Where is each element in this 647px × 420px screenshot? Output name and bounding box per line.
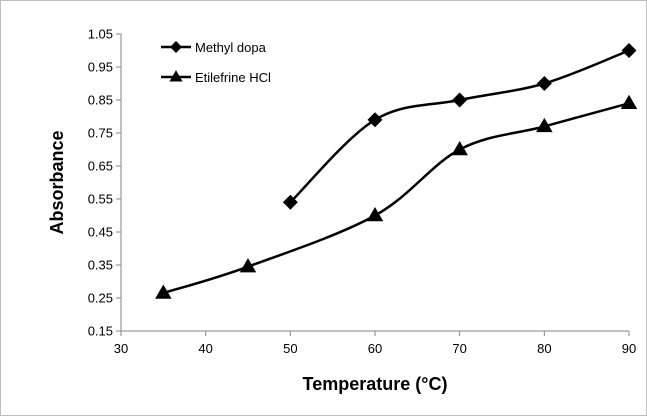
series-layer: [155, 43, 638, 299]
y-tick-label: 0.95: [88, 60, 113, 75]
data-point-triangle: [366, 206, 384, 222]
y-tick-label: 0.65: [88, 159, 113, 174]
data-point-triangle: [239, 258, 257, 273]
data-point-diamond: [452, 92, 468, 108]
y-tick-labels: 0.15 0.25 0.35 0.45 0.55 0.65 0.75 0.85 0.95 1.05: [88, 27, 113, 339]
data-point-triangle: [536, 117, 553, 133]
legend-marker-triangle: [169, 70, 183, 82]
axes: [116, 33, 630, 336]
y-tick-label: 0.85: [88, 93, 113, 108]
x-tick-label: 80: [537, 341, 551, 356]
x-tick-label: 40: [198, 341, 212, 356]
legend-marker-diamond: [170, 41, 182, 53]
x-tick-label: 90: [622, 341, 636, 356]
legend-label: Etilefrine HCl: [195, 70, 271, 85]
series-line: [289, 49, 630, 204]
data-point-triangle: [620, 94, 638, 109]
data-point-diamond: [282, 194, 298, 210]
y-tick-label: 0.25: [88, 291, 113, 306]
y-tick-label: 0.35: [88, 258, 113, 273]
x-axis-title: Temperature (°C): [303, 374, 448, 394]
legend-item: Methyl dopa: [161, 40, 267, 55]
x-tick-label: 50: [283, 341, 297, 356]
x-tick-labels: 30 40 50 60 70 80 90: [114, 341, 636, 356]
series-etilefrine-hcl: [155, 94, 638, 299]
y-tick-label: 0.75: [88, 126, 113, 141]
y-tick-label: 0.15: [88, 324, 113, 339]
data-point-diamond: [367, 112, 383, 128]
y-tick-label: 1.05: [88, 27, 113, 42]
legend: Methyl dopa Etilefrine HCl: [161, 40, 271, 85]
y-tick-label: 0.55: [88, 192, 113, 207]
data-point-diamond: [536, 76, 552, 91]
legend-item: Etilefrine HCl: [161, 70, 271, 85]
legend-label: Methyl dopa: [195, 40, 267, 55]
series-methyl-dopa: [282, 43, 637, 210]
y-axis-title: Absorbance: [47, 130, 67, 234]
data-point-diamond: [621, 43, 637, 58]
y-tick-label: 0.45: [88, 225, 113, 240]
data-point-triangle: [451, 140, 468, 156]
x-tick-label: 60: [368, 341, 382, 356]
series-line: [162, 102, 630, 295]
x-tick-label: 30: [114, 341, 128, 356]
data-point-triangle: [155, 284, 172, 299]
x-tick-label: 70: [452, 341, 466, 356]
